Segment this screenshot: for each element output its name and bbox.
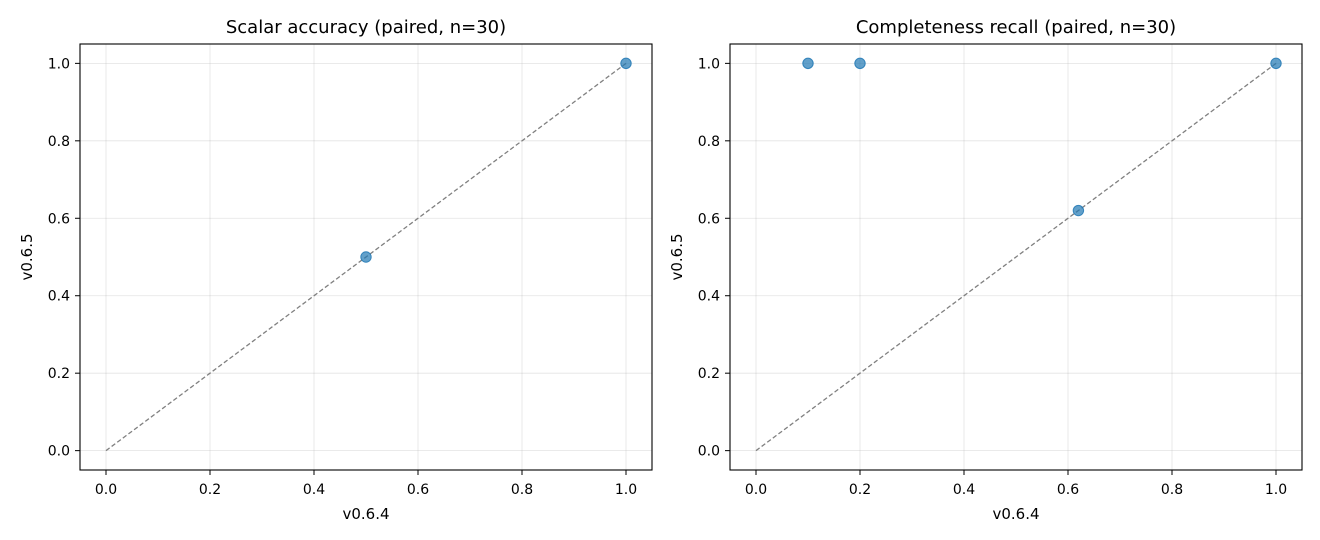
y-tick-label: 0.4	[48, 289, 70, 305]
x-tick-label: 0.0	[745, 482, 767, 498]
data-point	[620, 57, 632, 70]
scatter-panel-completeness-recall: 0.0 0.2 0.4 0.6 0.8 1.0 0.0 0.2 0.4 0.6 0.8 1.0 v0.6…	[668, 17, 1303, 523]
x-tick-label: 0.4	[303, 482, 325, 498]
x-tick-label: 0.8	[511, 482, 533, 498]
y-tick-label: 1.0	[698, 56, 720, 72]
axes-frame	[79, 43, 653, 471]
data-point	[854, 57, 866, 70]
y-tick-label: 0.0	[698, 444, 720, 460]
chart-title: Scalar accuracy (paired, n=30)	[226, 17, 506, 38]
x-tick-label: 0.0	[95, 482, 117, 498]
x-axis-title: v0.6.4	[342, 505, 389, 523]
y-tick-label: 0.6	[698, 211, 720, 227]
chart-title: Completeness recall (paired, n=30)	[856, 17, 1176, 38]
y-axis-title: v0.6.5	[18, 233, 36, 280]
x-tick-label: 1.0	[615, 482, 637, 498]
y-tick-label: 0.4	[698, 289, 720, 305]
scatter-panel-scalar-accuracy: 0.0 0.2 0.4 0.6 0.8 1.0 0.0 0.2 0.4 0.6 0.8 1.0 v0.6…	[18, 17, 653, 523]
data-point	[1270, 57, 1282, 70]
y-tick-label: 0.6	[48, 211, 70, 227]
y-tick-label: 0.8	[48, 134, 70, 150]
axes-frame	[729, 43, 1303, 471]
reference-line	[755, 62, 1277, 452]
y-tick-label: 0.2	[698, 366, 720, 382]
y-axis-title: v0.6.5	[668, 233, 686, 280]
x-tick-label: 0.2	[849, 482, 871, 498]
x-tick-label: 1.0	[1265, 482, 1287, 498]
data-point	[1072, 204, 1085, 217]
x-axis-title: v0.6.4	[992, 505, 1039, 523]
data-point	[802, 57, 814, 70]
data-point	[360, 251, 372, 263]
x-tick-label: 0.2	[199, 482, 221, 498]
y-tick-label: 0.8	[698, 134, 720, 150]
y-tick-label: 1.0	[48, 56, 70, 72]
y-tick-label: 0.0	[48, 444, 70, 460]
x-tick-label: 0.8	[1161, 482, 1183, 498]
x-tick-label: 0.6	[407, 482, 429, 498]
y-tick-label: 0.2	[48, 366, 70, 382]
x-tick-label: 0.6	[1057, 482, 1079, 498]
x-tick-label: 0.4	[953, 482, 975, 498]
